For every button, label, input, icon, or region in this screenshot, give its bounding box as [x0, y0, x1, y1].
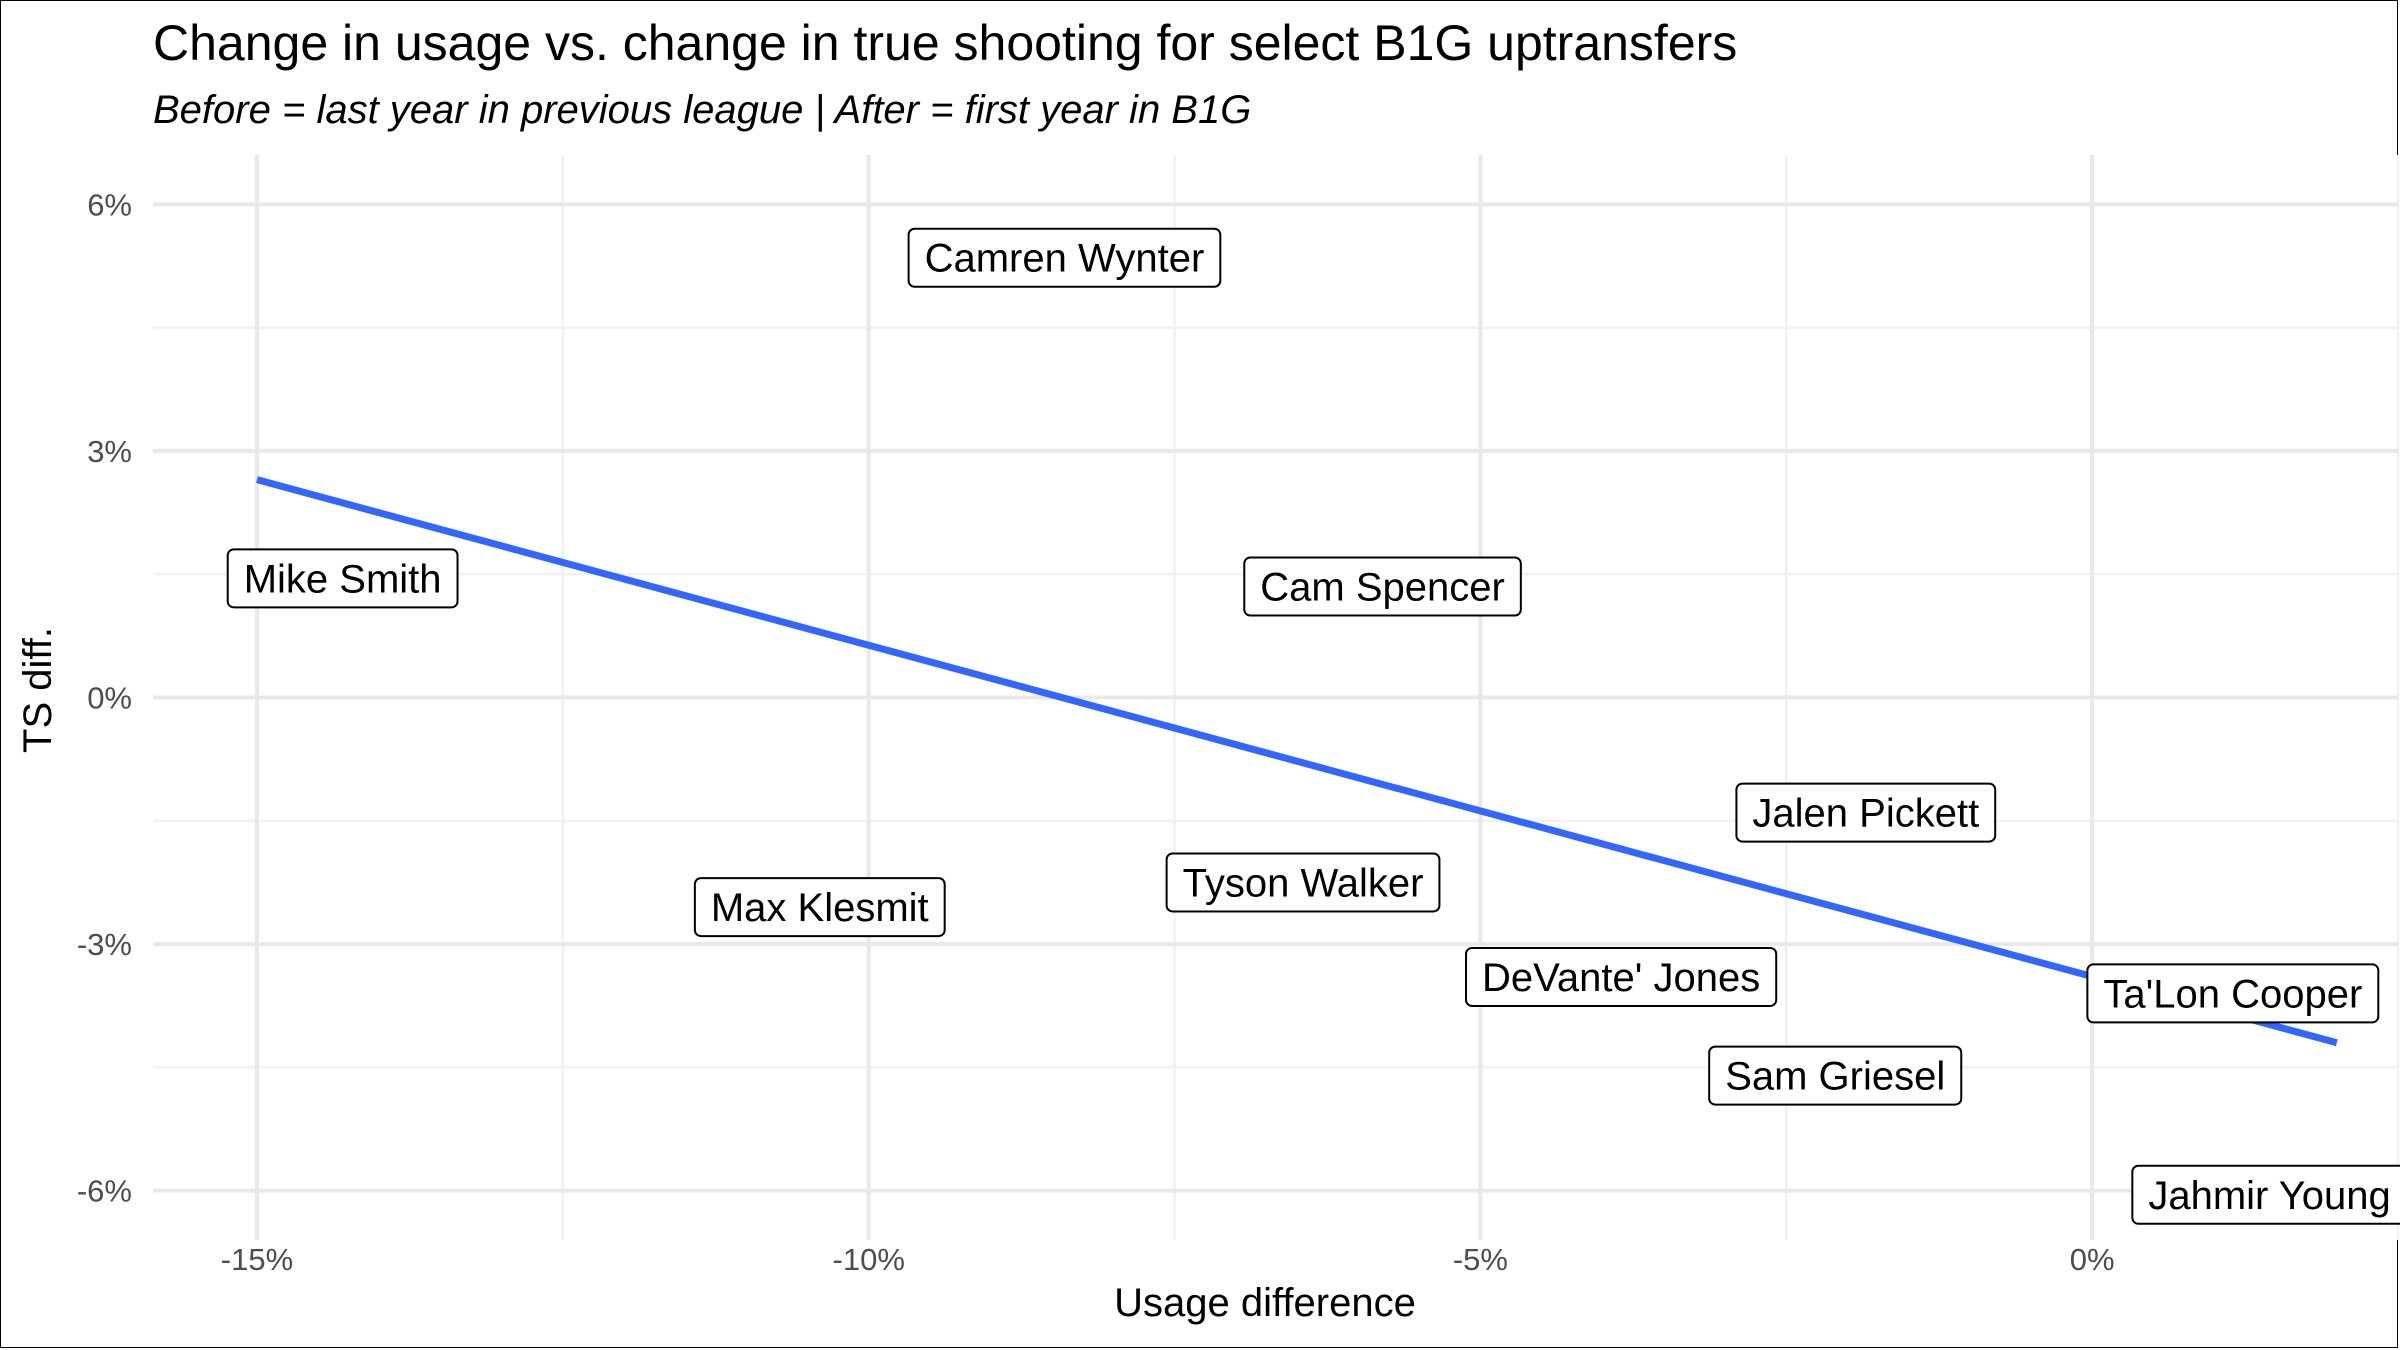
point-label-text: Camren Wynter — [925, 237, 1205, 281]
point-label-text: Sam Griesel — [1725, 1055, 1945, 1099]
chart-subtitle: Before = last year in previous league | … — [153, 88, 1252, 132]
point-label-text: Jahmir Young — [2148, 1174, 2390, 1218]
point-label-box — [1465, 946, 1778, 1007]
point-label-text: Cam Spencer — [1260, 566, 1505, 610]
point-label: Camren Wynter — [907, 227, 1222, 288]
y-tick-label: 0% — [87, 681, 132, 716]
point-label-text: Jalen Pickett — [1752, 792, 1979, 836]
point-label-text: Tyson Walker — [1183, 861, 1424, 905]
x-axis-title: Usage difference — [1114, 1281, 1416, 1325]
x-tick-label: -10% — [833, 1242, 905, 1277]
point-label: Ta'Lon Cooper — [2086, 963, 2380, 1024]
point-label-box — [1165, 852, 1441, 913]
point-label-box — [693, 877, 946, 938]
y-axis-title: TS diff. — [16, 627, 60, 753]
trend-line — [256, 476, 2338, 1047]
x-tick-label: 0% — [2070, 1242, 2115, 1277]
x-tick-label: -15% — [221, 1242, 293, 1277]
point-label-text: Ta'Lon Cooper — [2103, 972, 2362, 1016]
point-label-text: Max Klesmit — [711, 886, 929, 930]
point-label-text: DeVante' Jones — [1482, 956, 1760, 1000]
grid — [153, 155, 2400, 1240]
tick-labels: -15% -10% -5% 0% -6% -3% 0% 3% 6% — [77, 187, 2115, 1277]
point-label-box — [226, 548, 459, 609]
chart-title: Change in usage vs. change in true shoot… — [153, 15, 1738, 71]
y-tick-label: 6% — [87, 187, 132, 222]
y-tick-label: 3% — [87, 434, 132, 469]
point-label: Max Klesmit — [693, 877, 946, 938]
point-label-box — [1708, 1045, 1963, 1106]
point-label-box — [2086, 963, 2380, 1024]
y-tick-label: -3% — [77, 927, 132, 962]
point-label-box — [1243, 556, 1522, 617]
x-tick-label: -5% — [1453, 1242, 1508, 1277]
point-label: Tyson Walker — [1165, 852, 1441, 913]
trend-layer — [256, 476, 2338, 1047]
y-tick-label: -6% — [77, 1174, 132, 1209]
point-label-box — [2131, 1164, 2400, 1225]
point-label-box — [1735, 782, 1997, 843]
point-label: Jahmir Young — [2131, 1164, 2400, 1225]
point-label: Jalen Pickett — [1735, 782, 1997, 843]
point-label-box — [907, 227, 1222, 288]
point-label: Sam Griesel — [1708, 1045, 1963, 1106]
point-label: Cam Spencer — [1243, 556, 1522, 617]
point-label-text: Mike Smith — [244, 557, 442, 601]
point-label: Mike Smith — [226, 548, 459, 609]
point-label: DeVante' Jones — [1465, 946, 1778, 1007]
point-labels: Camren Wynter Mike Smith Cam Spencer Jalen … — [226, 227, 2400, 1225]
